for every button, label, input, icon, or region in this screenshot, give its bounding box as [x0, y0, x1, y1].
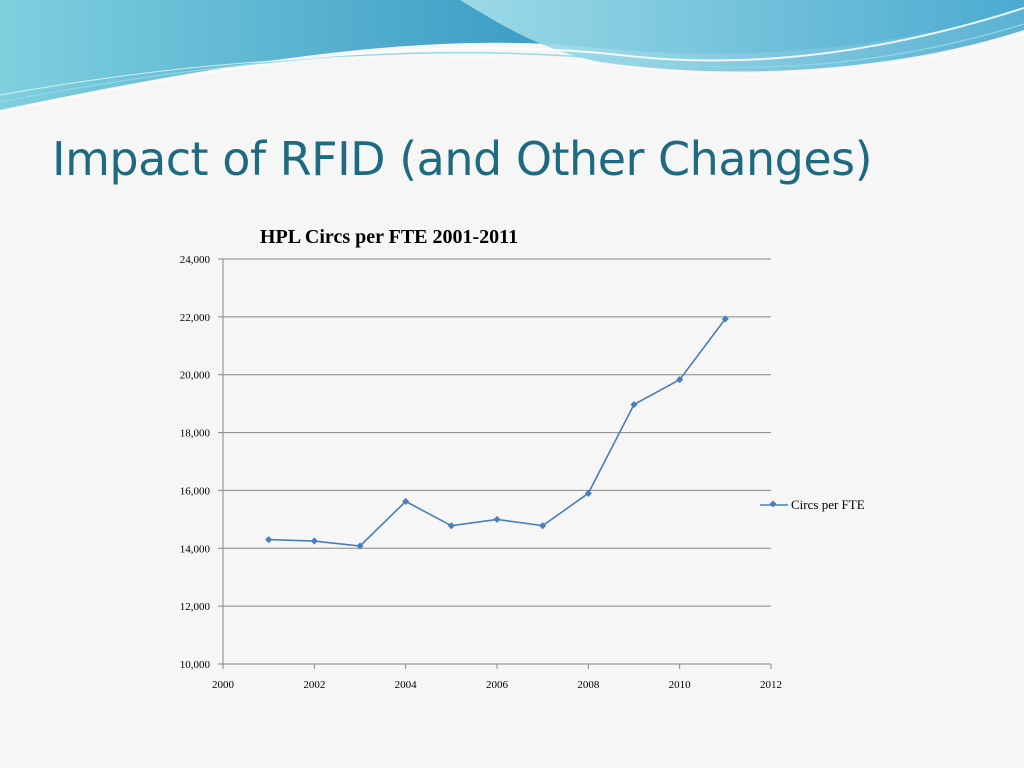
x-tick-label: 2012	[760, 679, 782, 691]
y-tick-label: 14,000	[180, 543, 211, 555]
data-point	[402, 497, 410, 505]
x-tick-label: 2004	[395, 679, 418, 691]
series-circs-per-fte	[265, 315, 729, 550]
y-tick-label: 20,000	[180, 370, 211, 382]
legend-label: Circs per FTE	[791, 497, 865, 512]
chart-title: HPL Circs per FTE 2001-2011	[260, 226, 518, 248]
axes	[222, 259, 771, 665]
x-tick-label: 2006	[486, 679, 509, 691]
data-point	[447, 522, 455, 530]
x-tick-labels: 2000 2002 2004 2006 2008 2010 2012	[212, 664, 782, 691]
x-tick-label: 2010	[669, 679, 692, 691]
y-tick-labels: 10,000 12,000 14,000 16,000 18,000 20,000 22,0…	[180, 254, 223, 671]
slide-title: Impact of RFID (and Other Changes)	[52, 132, 873, 186]
legend: Circs per FTE	[760, 497, 865, 512]
y-tick-label: 10,000	[180, 659, 211, 671]
data-point	[265, 536, 273, 544]
data-point	[493, 515, 501, 523]
data-point	[539, 522, 547, 530]
gridlines	[223, 258, 771, 607]
data-point	[584, 489, 592, 497]
data-point	[721, 315, 729, 323]
x-tick-label: 2002	[303, 679, 325, 691]
y-tick-label: 18,000	[180, 428, 211, 440]
x-tick-label: 2008	[577, 679, 600, 691]
data-point	[310, 537, 318, 545]
header-wave-decoration	[0, 0, 1024, 113]
y-tick-label: 24,000	[180, 254, 211, 266]
x-tick-label: 2000	[212, 679, 235, 691]
legend-swatch-marker	[769, 500, 777, 508]
y-tick-label: 12,000	[180, 601, 211, 613]
y-tick-label: 16,000	[180, 485, 211, 497]
data-point	[630, 400, 638, 409]
y-tick-label: 22,000	[180, 312, 211, 324]
data-point	[676, 376, 684, 384]
data-point	[356, 542, 364, 550]
